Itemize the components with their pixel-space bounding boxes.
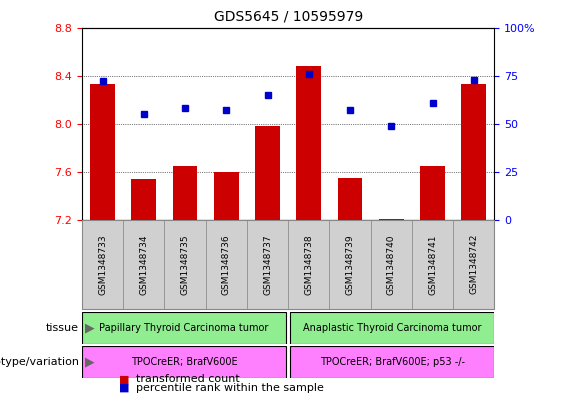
Bar bbox=[338, 178, 362, 220]
Bar bbox=[453, 220, 494, 309]
Text: GSM1348735: GSM1348735 bbox=[181, 234, 189, 295]
Bar bbox=[247, 220, 288, 309]
Text: genotype/variation: genotype/variation bbox=[0, 357, 79, 367]
Title: GDS5645 / 10595979: GDS5645 / 10595979 bbox=[214, 9, 363, 24]
Bar bbox=[329, 220, 371, 309]
Text: ■: ■ bbox=[119, 375, 129, 384]
Bar bbox=[82, 312, 286, 344]
Text: percentile rank within the sample: percentile rank within the sample bbox=[136, 383, 324, 393]
Text: GSM1348736: GSM1348736 bbox=[222, 234, 231, 295]
Text: transformed count: transformed count bbox=[136, 375, 240, 384]
Text: GSM1348740: GSM1348740 bbox=[387, 234, 396, 294]
Bar bbox=[82, 346, 286, 378]
Bar bbox=[164, 220, 206, 309]
Text: TPOCreER; BrafV600E; p53 -/-: TPOCreER; BrafV600E; p53 -/- bbox=[320, 357, 465, 367]
Bar bbox=[214, 172, 238, 220]
Bar bbox=[462, 84, 486, 220]
Bar bbox=[123, 220, 164, 309]
Bar bbox=[255, 126, 280, 220]
Bar bbox=[297, 66, 321, 220]
Text: Anaplastic Thyroid Carcinoma tumor: Anaplastic Thyroid Carcinoma tumor bbox=[303, 323, 481, 333]
Text: ▶: ▶ bbox=[85, 355, 94, 369]
Text: ■: ■ bbox=[119, 383, 129, 393]
Text: GSM1348742: GSM1348742 bbox=[470, 234, 478, 294]
Bar bbox=[290, 346, 494, 378]
Text: GSM1348741: GSM1348741 bbox=[428, 234, 437, 294]
Text: ▶: ▶ bbox=[85, 321, 94, 334]
Bar bbox=[132, 179, 156, 220]
Bar bbox=[290, 312, 494, 344]
Bar bbox=[206, 220, 247, 309]
Bar bbox=[82, 220, 123, 309]
Bar bbox=[90, 84, 115, 220]
Text: Papillary Thyroid Carcinoma tumor: Papillary Thyroid Carcinoma tumor bbox=[99, 323, 269, 333]
Text: GSM1348737: GSM1348737 bbox=[263, 234, 272, 295]
Bar bbox=[371, 220, 412, 309]
Bar bbox=[412, 220, 453, 309]
Text: tissue: tissue bbox=[46, 323, 79, 333]
Text: GSM1348738: GSM1348738 bbox=[305, 234, 313, 295]
Text: TPOCreER; BrafV600E: TPOCreER; BrafV600E bbox=[131, 357, 237, 367]
Bar bbox=[173, 166, 197, 220]
Bar bbox=[420, 166, 445, 220]
Text: GSM1348739: GSM1348739 bbox=[346, 234, 354, 295]
Bar bbox=[288, 220, 329, 309]
Bar bbox=[379, 219, 403, 220]
Text: GSM1348734: GSM1348734 bbox=[140, 234, 148, 294]
Text: GSM1348733: GSM1348733 bbox=[98, 234, 107, 295]
